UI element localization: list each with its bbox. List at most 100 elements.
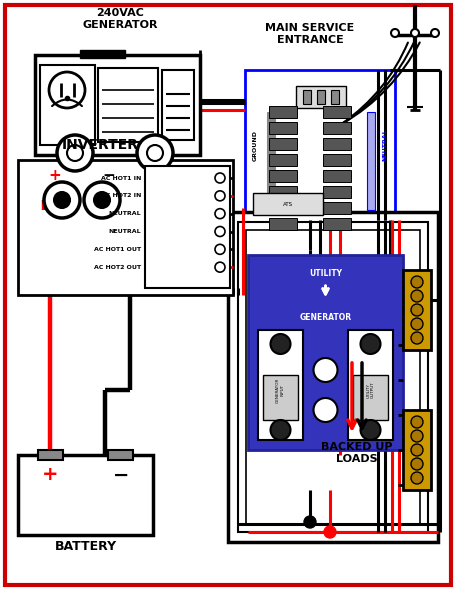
Text: ATS: ATS (282, 202, 293, 206)
Circle shape (214, 191, 224, 201)
Circle shape (214, 209, 224, 219)
Text: NEUTRAL: NEUTRAL (382, 129, 387, 161)
Text: NEUTRAL: NEUTRAL (108, 229, 141, 234)
Bar (248, 255, 402, 450)
Text: AC HOT1 IN: AC HOT1 IN (101, 175, 141, 181)
Bar (268, 202, 296, 214)
Circle shape (270, 334, 290, 354)
Circle shape (54, 192, 70, 208)
Circle shape (214, 173, 224, 183)
Text: AC HOT2 IN: AC HOT2 IN (101, 194, 141, 198)
Bar (322, 154, 350, 166)
Bar (316, 90, 324, 104)
Bar (267, 112, 274, 210)
Bar (268, 154, 296, 166)
Circle shape (303, 516, 315, 528)
Circle shape (410, 318, 422, 330)
Bar (352, 375, 387, 420)
Text: BACKED UP
LOADS: BACKED UP LOADS (320, 442, 392, 464)
Circle shape (214, 244, 224, 254)
Text: −: − (112, 466, 129, 484)
Circle shape (313, 398, 337, 422)
Bar (347, 330, 392, 440)
Bar (245, 230, 419, 524)
Circle shape (360, 334, 379, 354)
Circle shape (94, 192, 110, 208)
Circle shape (214, 227, 224, 237)
Circle shape (410, 444, 422, 456)
Bar (18, 455, 153, 535)
Text: UTILITY: UTILITY (308, 268, 341, 277)
Bar (366, 112, 374, 210)
Bar (322, 202, 350, 214)
Circle shape (410, 29, 418, 37)
Bar (330, 90, 338, 104)
Bar (145, 166, 229, 288)
Bar (35, 55, 200, 155)
Bar (268, 218, 296, 230)
Text: AC HOT1 OUT: AC HOT1 OUT (94, 247, 141, 252)
Bar (295, 86, 345, 108)
Bar (322, 170, 350, 182)
Bar (322, 186, 350, 198)
Text: +: + (42, 466, 58, 484)
Bar (268, 186, 296, 198)
Bar (238, 222, 427, 532)
Text: BATTERY: BATTERY (54, 540, 116, 553)
Bar (402, 410, 430, 490)
Circle shape (410, 472, 422, 484)
Bar (263, 375, 298, 420)
Circle shape (44, 182, 80, 218)
Bar (228, 212, 437, 542)
Circle shape (430, 29, 438, 37)
Bar (258, 330, 302, 440)
Circle shape (324, 526, 335, 538)
Text: NEUTRAL: NEUTRAL (108, 211, 141, 216)
Circle shape (390, 29, 398, 37)
Circle shape (410, 416, 422, 428)
Circle shape (360, 420, 379, 440)
Circle shape (147, 145, 162, 161)
Text: GENERATOR: GENERATOR (299, 313, 351, 322)
Bar (322, 138, 350, 150)
Circle shape (410, 458, 422, 470)
Text: INVERTER: INVERTER (61, 138, 138, 152)
Circle shape (136, 135, 172, 171)
Circle shape (313, 358, 337, 382)
Bar (244, 70, 394, 220)
Bar (402, 270, 430, 350)
Text: 240VAC
GENERATOR: 240VAC GENERATOR (82, 8, 157, 30)
Bar (268, 138, 296, 150)
Text: +: + (49, 168, 61, 182)
Bar (322, 106, 350, 118)
Circle shape (410, 332, 422, 344)
Circle shape (57, 135, 93, 171)
Bar (38, 450, 63, 460)
Circle shape (214, 262, 224, 272)
Bar (322, 218, 350, 230)
Bar (253, 193, 322, 215)
Circle shape (410, 290, 422, 302)
Bar (18, 160, 233, 295)
Text: AC HOT2 OUT: AC HOT2 OUT (94, 265, 141, 270)
Bar (268, 170, 296, 182)
Circle shape (410, 304, 422, 316)
Bar (80, 50, 125, 58)
Bar (108, 450, 133, 460)
Bar (40, 65, 95, 145)
Text: GENERATOR
INPUT: GENERATOR INPUT (276, 378, 284, 403)
Text: −: − (102, 168, 115, 182)
Bar (302, 90, 310, 104)
Bar (322, 122, 350, 134)
Circle shape (49, 72, 85, 108)
Circle shape (67, 145, 83, 161)
Text: GROUND: GROUND (252, 129, 257, 160)
Circle shape (270, 420, 290, 440)
Text: UTILITY
OUTPUT: UTILITY OUTPUT (365, 382, 374, 398)
Bar (268, 122, 296, 134)
Bar (268, 106, 296, 118)
Bar (98, 68, 157, 142)
Bar (162, 70, 193, 140)
Circle shape (84, 182, 120, 218)
Circle shape (410, 276, 422, 288)
